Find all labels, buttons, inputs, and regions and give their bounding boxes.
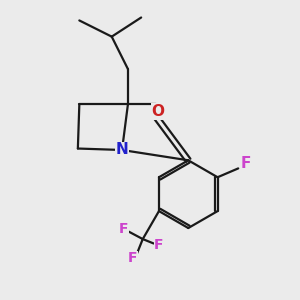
- Text: F: F: [240, 157, 251, 172]
- Text: O: O: [152, 104, 164, 119]
- Text: F: F: [128, 251, 137, 265]
- Text: F: F: [119, 222, 128, 236]
- Text: F: F: [154, 238, 164, 252]
- Text: N: N: [116, 142, 128, 158]
